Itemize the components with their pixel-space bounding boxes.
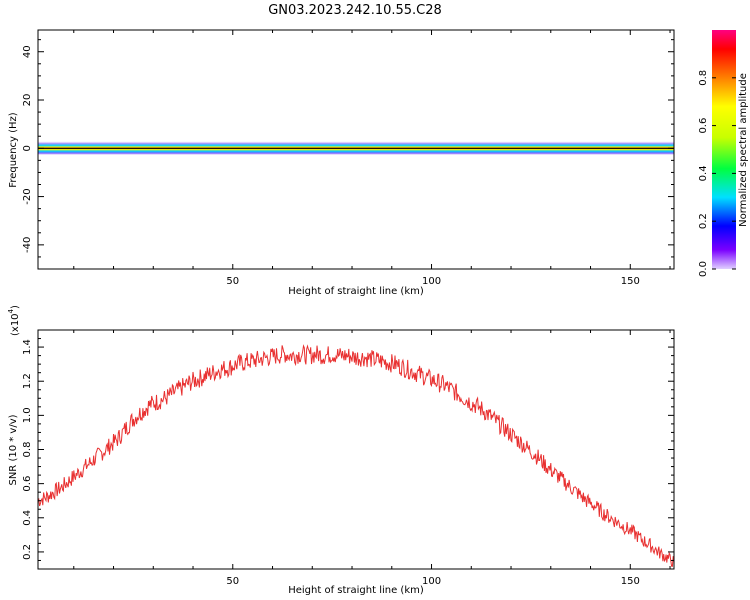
colorbar-tick-label: 0.0 bbox=[698, 261, 709, 277]
snr-multiplier-base: (x10 bbox=[10, 313, 21, 336]
spectrogram-x-tick-label: 50 bbox=[226, 276, 239, 287]
spectrogram-frame bbox=[37, 29, 675, 270]
spectrogram-y-tick-label: -20 bbox=[22, 188, 33, 204]
figure-title: GN03.2023.242.10.55.C28 bbox=[268, 3, 442, 18]
snr-x-label: Height of straight line (km) bbox=[288, 585, 424, 596]
snr-panel: 50 100 150 0.2 0.4 0.6 0.8 1.0 1.2 1.4 Height of … bbox=[7, 305, 675, 596]
snr-y-tick-label: 0.8 bbox=[22, 442, 33, 458]
colorbar-gradient bbox=[712, 30, 736, 269]
snr-axes: 50 100 150 0.2 0.4 0.6 0.8 1.0 1.2 1.4 bbox=[22, 330, 674, 587]
snr-multiplier: (x104) bbox=[7, 305, 21, 336]
colorbar-tick-label: 0.8 bbox=[698, 70, 709, 86]
snr-multiplier-exponent: 4 bbox=[7, 308, 15, 313]
svg-text:(x104): (x104) bbox=[7, 305, 21, 336]
snr-multiplier-close: ) bbox=[10, 305, 21, 309]
snr-y-tick-label: 1.4 bbox=[22, 339, 33, 355]
spectrogram-panel: 50 100 150 40 20 0 -20 -40 Height of straight l… bbox=[8, 29, 675, 297]
spectrogram-x-tick-label: 150 bbox=[621, 276, 640, 287]
spectrogram-y-tick-label: 0 bbox=[22, 145, 33, 151]
snr-x-tick-label: 150 bbox=[621, 576, 640, 587]
snr-series-line bbox=[37, 344, 675, 567]
spectrogram-axes: 50 100 150 40 20 0 -20 -40 bbox=[22, 30, 674, 287]
snr-frame bbox=[37, 329, 675, 570]
spectrogram-y-tick-label: -40 bbox=[22, 237, 33, 253]
colorbar: 0.0 0.2 0.4 0.6 0.8 Normalized spectral ampl… bbox=[698, 30, 749, 277]
colorbar-ticks: 0.0 0.2 0.4 0.6 0.8 bbox=[698, 70, 736, 277]
snr-y-label: SNR (10 * v/v) bbox=[8, 414, 19, 485]
spectrogram-y-label: Frequency (Hz) bbox=[8, 112, 19, 188]
snr-y-tick-label: 0.4 bbox=[22, 510, 33, 526]
colorbar-tick-label: 0.6 bbox=[698, 118, 709, 134]
spectrogram-y-tick-label: 40 bbox=[22, 45, 33, 58]
snr-y-tick-label: 1.0 bbox=[22, 407, 33, 423]
spectrogram-y-tick-label: 20 bbox=[22, 94, 33, 107]
colorbar-label: Normalized spectral amplitude bbox=[738, 73, 749, 227]
colorbar-tick-label: 0.4 bbox=[698, 165, 709, 181]
spectrogram-x-label: Height of straight line (km) bbox=[288, 286, 424, 297]
snr-y-tick-label: 0.2 bbox=[22, 544, 33, 560]
snr-y-tick-label: 1.2 bbox=[22, 373, 33, 389]
spectrogram-x-tick-label: 100 bbox=[422, 276, 441, 287]
snr-y-tick-label: 0.6 bbox=[22, 476, 33, 492]
snr-x-tick-label: 100 bbox=[422, 576, 441, 587]
colorbar-tick-label: 0.2 bbox=[698, 213, 709, 229]
snr-x-tick-label: 50 bbox=[226, 576, 239, 587]
